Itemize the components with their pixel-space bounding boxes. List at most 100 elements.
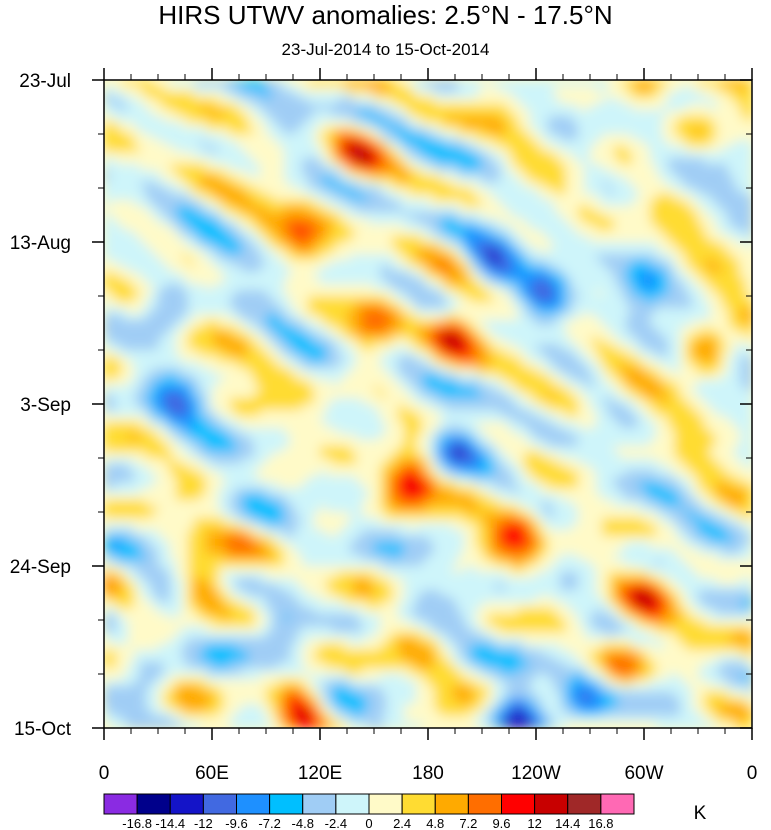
heatmap-cell (236, 146, 243, 153)
heatmap-cell (482, 170, 489, 177)
heatmap-cell (386, 128, 393, 135)
heatmap-cell (266, 344, 273, 351)
heatmap-cell (230, 194, 237, 201)
heatmap-cell (254, 248, 261, 255)
heatmap-cell (560, 338, 567, 345)
heatmap-cell (104, 236, 111, 243)
heatmap-cell (368, 254, 375, 261)
heatmap-cell (386, 218, 393, 225)
heatmap-cell (494, 170, 501, 177)
heatmap-cell (416, 260, 423, 267)
heatmap-cell (158, 122, 165, 129)
heatmap-cell (140, 248, 147, 255)
heatmap-cell (626, 140, 633, 147)
heatmap-cell (452, 326, 459, 333)
heatmap-cell (470, 152, 477, 159)
heatmap-cell (170, 152, 177, 159)
heatmap-cell (374, 254, 381, 261)
heatmap-cell (254, 86, 261, 93)
heatmap-cell (716, 152, 723, 159)
heatmap-cell (458, 290, 465, 297)
heatmap-cell (410, 338, 417, 345)
heatmap-cell (674, 206, 681, 213)
heatmap-cell (512, 188, 519, 195)
heatmap-cell (404, 140, 411, 147)
heatmap-cell (728, 242, 735, 249)
heatmap-cell (620, 128, 627, 135)
heatmap-cell (284, 344, 291, 351)
heatmap-cell (452, 200, 459, 207)
heatmap-cell (596, 86, 603, 93)
heatmap-cell (674, 326, 681, 333)
heatmap-cell (656, 302, 663, 309)
heatmap-cell (236, 140, 243, 147)
heatmap-cell (308, 116, 315, 123)
heatmap-cell (554, 242, 561, 249)
heatmap-cell (530, 320, 537, 327)
heatmap-cell (122, 236, 129, 243)
heatmap-cell (698, 188, 705, 195)
heatmap-cell (338, 152, 345, 159)
heatmap-cell (176, 146, 183, 153)
heatmap-cell (518, 218, 525, 225)
heatmap-cell (698, 224, 705, 231)
heatmap-cell (140, 188, 147, 195)
heatmap-cell (548, 104, 555, 111)
heatmap-cell (416, 116, 423, 123)
heatmap-cell (638, 170, 645, 177)
heatmap-cell (560, 116, 567, 123)
heatmap-cell (182, 290, 189, 297)
heatmap-cell (560, 254, 567, 261)
heatmap-cell (482, 80, 489, 87)
heatmap-cell (716, 134, 723, 141)
heatmap-cell (272, 134, 279, 141)
heatmap-cell (326, 122, 333, 129)
heatmap-cell (434, 110, 441, 117)
heatmap-cell (710, 116, 717, 123)
heatmap-cell (296, 308, 303, 315)
heatmap-cell (548, 206, 555, 213)
heatmap-cell (626, 224, 633, 231)
heatmap-cell (602, 272, 609, 279)
heatmap-cell (746, 278, 752, 285)
heatmap-cell (494, 86, 501, 93)
heatmap-cell (128, 344, 135, 351)
heatmap-cell (536, 290, 543, 297)
heatmap-cell (686, 314, 693, 321)
heatmap-cell (632, 284, 639, 291)
heatmap-cell (704, 284, 711, 291)
heatmap-cell (194, 146, 201, 153)
heatmap-cell (278, 98, 285, 105)
heatmap-cell (134, 278, 141, 285)
heatmap-cell (284, 296, 291, 303)
heatmap-cell (632, 92, 639, 99)
heatmap-cell (284, 338, 291, 345)
heatmap-cell (212, 266, 219, 273)
heatmap-cell (542, 332, 549, 339)
heatmap-cell (422, 140, 429, 147)
heatmap-cell (488, 224, 495, 231)
heatmap-cell (236, 134, 243, 141)
heatmap-cell (278, 218, 285, 225)
heatmap-cell (140, 200, 147, 207)
heatmap-cell (272, 242, 279, 249)
heatmap-cell (152, 86, 159, 93)
heatmap-cell (692, 308, 699, 315)
heatmap-cell (674, 350, 681, 357)
heatmap-cell (290, 140, 297, 147)
heatmap-cell (440, 224, 447, 231)
heatmap-cell (152, 188, 159, 195)
heatmap-cell (188, 92, 195, 99)
heatmap-cell (110, 272, 117, 279)
heatmap-cell (560, 200, 567, 207)
heatmap-cell (398, 188, 405, 195)
heatmap-cell (164, 296, 171, 303)
heatmap-cell (248, 260, 255, 267)
heatmap-cell (296, 338, 303, 345)
heatmap-cell (182, 182, 189, 189)
heatmap-cell (692, 200, 699, 207)
heatmap-cell (680, 212, 687, 219)
heatmap-cell (446, 98, 453, 105)
heatmap-cell (554, 176, 561, 183)
heatmap-cell (128, 218, 135, 225)
